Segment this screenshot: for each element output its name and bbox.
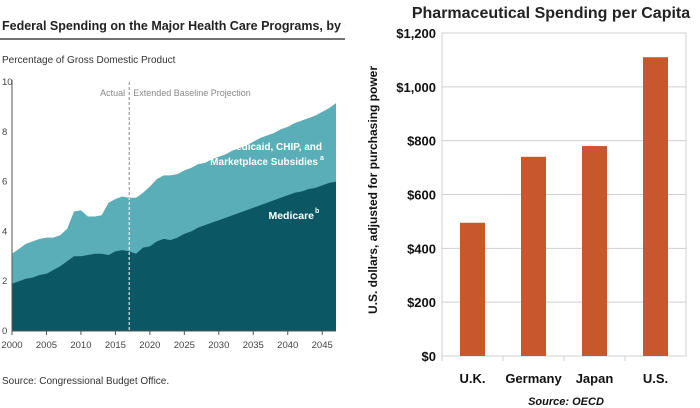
divider-label-projection: Extended Baseline Projection: [133, 88, 251, 98]
bar-us: [643, 57, 668, 356]
series-label-medicaid-line-1: Medicaid, CHIP, and: [228, 142, 322, 153]
right-y-tick-label: $200: [407, 295, 436, 310]
bar-germany: [521, 156, 546, 356]
pharma-spending-bar-chart: Pharmaceutical Spending per Capita U.S. …: [366, 5, 690, 408]
left-plot-area: 0 2 4 6 8 10 2000 2005 2010 2015 2020 2025 2030 2035 2…: [1, 77, 336, 351]
divider-label-actual: Actual: [100, 88, 125, 98]
right-x-tick-label: U.K.: [460, 371, 486, 386]
left-x-tick-label: 2020: [139, 340, 160, 351]
right-y-tick-label: $1,000: [396, 80, 436, 95]
left-y-tick-label: 0: [2, 326, 7, 337]
right-y-tick-label: $1,200: [396, 26, 436, 41]
left-chart-title: Federal Spending on the Major Health Car…: [2, 19, 345, 33]
bar-uk: [460, 222, 485, 356]
left-x-tick-label: 2005: [36, 340, 57, 351]
left-x-tick-label: 2030: [208, 340, 229, 351]
left-chart-subtitle: Percentage of Gross Domestic Product: [2, 55, 176, 66]
left-x-tick-label: 2025: [174, 340, 195, 351]
right-x-tick-label: Japan: [576, 371, 614, 386]
left-x-tick-label: 2045: [312, 340, 333, 351]
series-label-medicare: Medicare: [268, 210, 314, 222]
left-x-tick-label: 2040: [277, 340, 298, 351]
right-chart-ylabel: U.S. dollars, adjusted for purchasing po…: [366, 66, 380, 314]
series-label-medicaid-line-2: Marketplace Subsidies: [210, 157, 318, 168]
left-x-tick-label: 2035: [243, 340, 264, 351]
right-y-tick-label: $400: [407, 241, 436, 256]
right-y-tick-label: $800: [407, 134, 436, 149]
right-x-tick-label: U.S.: [643, 371, 668, 386]
right-x-tick-label: Germany: [505, 371, 562, 386]
bar-japan: [582, 146, 607, 356]
left-chart-source: Source: Congressional Budget Office.: [2, 376, 169, 387]
left-x-tick-label: 2000: [1, 340, 22, 351]
left-y-tick-label: 6: [2, 177, 7, 188]
series-label-medicaid-superscript: a: [320, 155, 324, 162]
right-plot-area: $0 $200 $400 $600 $800 $1,000 $1,200 U.K. German…: [396, 26, 687, 386]
area-medicare: [12, 181, 336, 331]
right-y-tick-label: $0: [422, 349, 436, 364]
left-y-tick-label: 8: [2, 127, 7, 138]
left-y-tick-label: 4: [2, 226, 7, 237]
left-y-tick-label: 10: [2, 77, 13, 88]
right-chart-title: Pharmaceutical Spending per Capita: [412, 5, 690, 22]
series-label-medicare-superscript: b: [315, 208, 319, 215]
health-spending-area-chart: Federal Spending on the Major Health Car…: [0, 19, 345, 387]
right-chart-source: Source: OECD: [528, 396, 604, 408]
left-y-tick-label: 2: [2, 276, 7, 287]
left-x-tick-label: 2015: [105, 340, 126, 351]
right-y-tick-label: $600: [407, 188, 436, 203]
left-x-tick-label: 2010: [70, 340, 91, 351]
